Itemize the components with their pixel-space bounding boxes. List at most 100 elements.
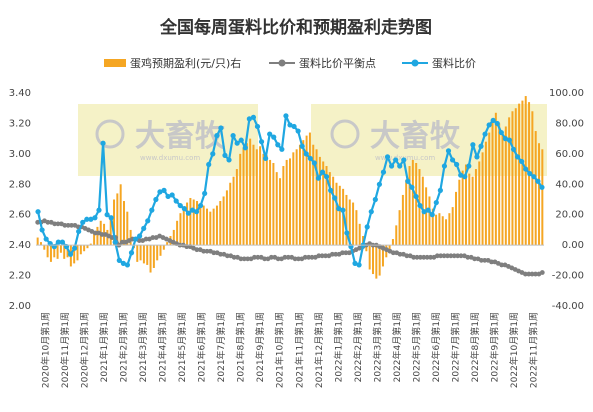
series-point bbox=[303, 151, 309, 157]
x-tick-label: 2022年1月第1周 bbox=[332, 312, 344, 382]
series-point bbox=[120, 260, 126, 266]
profit-bar bbox=[269, 159, 272, 246]
profit-bar bbox=[445, 219, 448, 246]
series-point bbox=[299, 143, 305, 149]
series-point bbox=[149, 207, 155, 213]
series-point bbox=[356, 262, 362, 268]
series-point bbox=[401, 157, 407, 163]
series-point bbox=[448, 253, 454, 259]
series-point bbox=[255, 254, 261, 260]
series-point bbox=[529, 271, 535, 277]
profit-bar bbox=[398, 210, 401, 246]
y-left-tick-label: 3.00 bbox=[9, 149, 31, 160]
series-point bbox=[462, 174, 468, 180]
profit-bar bbox=[338, 185, 341, 246]
series-point bbox=[539, 184, 545, 190]
profit-bar bbox=[484, 141, 487, 246]
series-point bbox=[307, 155, 313, 162]
y-right-tick-label: 0.00 bbox=[562, 240, 584, 251]
legend-label: 蛋料比价 bbox=[432, 56, 476, 70]
series-point bbox=[526, 271, 532, 277]
series-point bbox=[193, 209, 200, 215]
series-point bbox=[271, 134, 277, 140]
series-point bbox=[222, 152, 228, 158]
profit-bar bbox=[142, 245, 145, 264]
series-point bbox=[434, 253, 440, 259]
profit-bar bbox=[96, 226, 99, 246]
series-point bbox=[498, 129, 504, 136]
x-tick-label: 2021年10月第1周 bbox=[274, 312, 286, 388]
x-tick-label: 2020年12月第1周 bbox=[78, 312, 90, 388]
series-point bbox=[333, 251, 339, 257]
profit-bar bbox=[408, 166, 411, 246]
series-point bbox=[287, 122, 293, 128]
series-point bbox=[145, 218, 151, 224]
series-point bbox=[421, 209, 427, 215]
series-point bbox=[204, 248, 210, 254]
series-point bbox=[523, 166, 529, 172]
series-point bbox=[252, 254, 257, 260]
x-tick-label: 2021年11月第1周 bbox=[293, 312, 305, 388]
profit-bar bbox=[196, 201, 199, 246]
series-point bbox=[206, 161, 212, 168]
series-point bbox=[282, 254, 288, 260]
series-point bbox=[306, 254, 312, 260]
profit-bar bbox=[186, 202, 189, 246]
x-tick-label: 2022年7月第1周 bbox=[450, 312, 462, 382]
series-point bbox=[433, 199, 439, 206]
series-point bbox=[100, 140, 106, 146]
series-point bbox=[296, 256, 301, 262]
profit-bar bbox=[375, 245, 378, 279]
profit-bar bbox=[455, 191, 458, 246]
profit-bar bbox=[36, 237, 39, 246]
profit-bar bbox=[498, 123, 501, 246]
x-tick-label: 2021年4月第1周 bbox=[157, 312, 169, 382]
series-point bbox=[72, 245, 78, 251]
profit-bar bbox=[245, 143, 248, 246]
y-left-tick-label: 3.40 bbox=[9, 88, 31, 99]
profit-bar bbox=[255, 149, 258, 246]
y-right-tick-label: 80.00 bbox=[555, 118, 584, 129]
series-point bbox=[380, 169, 387, 175]
series-point bbox=[226, 157, 232, 163]
series-point bbox=[315, 175, 322, 181]
profit-bar bbox=[541, 149, 544, 246]
profit-bar bbox=[425, 187, 428, 246]
profit-bar bbox=[295, 149, 298, 246]
series-point bbox=[214, 133, 220, 139]
y-left-tick-label: 2.40 bbox=[9, 240, 31, 251]
x-tick-label: 2022年2月第1周 bbox=[352, 312, 364, 382]
series-point bbox=[218, 251, 223, 257]
series-point bbox=[153, 196, 159, 203]
y-right-tick-label: -40.00 bbox=[552, 301, 584, 312]
profit-bar bbox=[219, 201, 222, 246]
series-point bbox=[336, 206, 342, 212]
profit-bar bbox=[302, 140, 305, 246]
series-point bbox=[69, 222, 74, 228]
profit-bar bbox=[534, 131, 537, 246]
series-point bbox=[169, 192, 175, 198]
series-point bbox=[291, 123, 297, 130]
profit-bar bbox=[76, 245, 79, 261]
profit-bar bbox=[298, 144, 301, 246]
profit-bar bbox=[199, 204, 202, 246]
profit-bar bbox=[73, 245, 76, 264]
series-point bbox=[224, 253, 230, 259]
series-point bbox=[397, 251, 403, 257]
series-point bbox=[141, 225, 147, 232]
profit-bar bbox=[355, 210, 358, 246]
series-point bbox=[535, 178, 541, 184]
y-left-tick-label: 2.60 bbox=[9, 210, 31, 221]
series-point bbox=[522, 271, 528, 277]
profit-bar bbox=[312, 144, 315, 246]
series-point bbox=[389, 163, 395, 169]
series-point bbox=[465, 254, 471, 260]
profit-bar bbox=[39, 242, 42, 246]
series-point bbox=[323, 174, 330, 180]
series-point bbox=[329, 251, 335, 257]
profit-bar bbox=[461, 170, 464, 246]
series-point bbox=[343, 250, 349, 256]
series-point bbox=[455, 253, 461, 259]
series-point bbox=[92, 230, 98, 236]
series-point bbox=[340, 250, 345, 256]
